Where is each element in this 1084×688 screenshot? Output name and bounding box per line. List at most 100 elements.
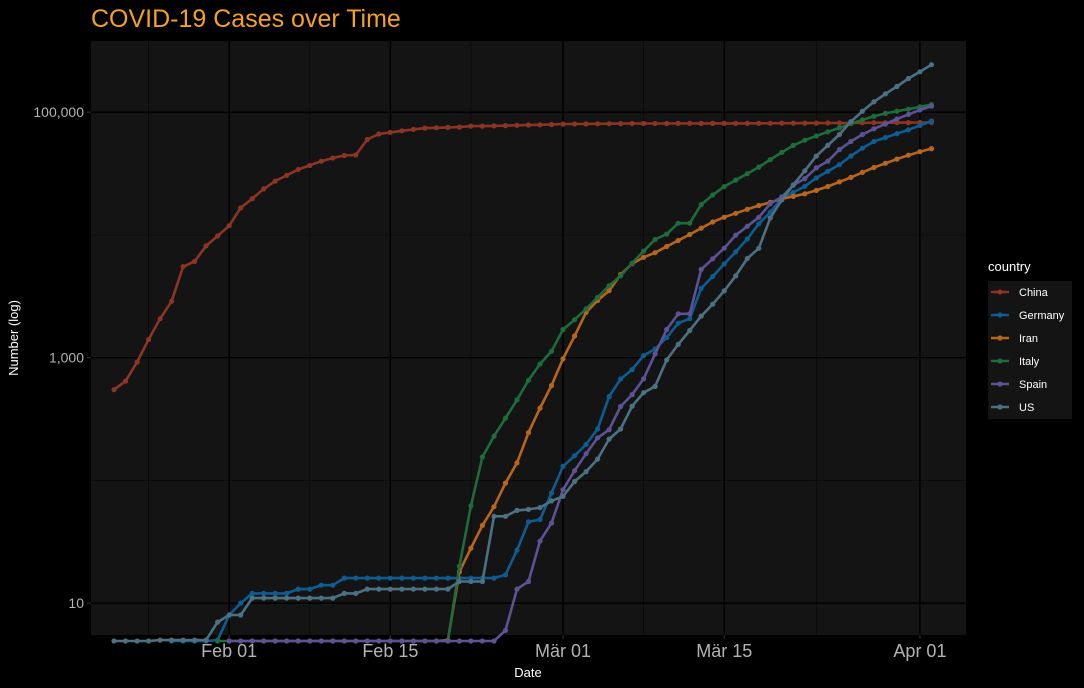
data-point-china bbox=[514, 122, 520, 128]
plot-panel bbox=[91, 41, 966, 635]
data-point-germany bbox=[422, 575, 428, 581]
data-point-spain bbox=[525, 578, 532, 585]
data-point-italy bbox=[767, 157, 773, 163]
data-point-china bbox=[180, 264, 186, 270]
data-point-germany bbox=[376, 575, 382, 581]
data-point-us bbox=[733, 273, 739, 279]
data-point-germany bbox=[445, 575, 451, 581]
data-point-us bbox=[836, 131, 843, 138]
data-point-spain bbox=[813, 165, 819, 171]
data-point-germany bbox=[836, 162, 843, 168]
data-point-italy bbox=[790, 142, 796, 148]
data-point-spain bbox=[238, 638, 244, 644]
data-point-iran bbox=[710, 219, 716, 225]
data-point-china bbox=[698, 120, 704, 126]
data-point-china bbox=[479, 123, 485, 129]
data-point-germany bbox=[502, 572, 509, 578]
legend-label: Germany bbox=[1019, 310, 1065, 322]
data-point-china bbox=[802, 120, 808, 126]
data-point-germany bbox=[514, 547, 520, 553]
data-point-spain bbox=[249, 638, 255, 644]
data-point-germany bbox=[641, 353, 647, 359]
data-point-italy bbox=[664, 231, 670, 237]
data-point-germany bbox=[848, 153, 854, 159]
data-point-spain bbox=[353, 638, 359, 644]
data-point-italy bbox=[479, 454, 485, 460]
data-point-spain bbox=[802, 176, 808, 182]
data-point-china bbox=[272, 178, 278, 184]
data-point-germany bbox=[664, 335, 670, 341]
data-point-china bbox=[203, 243, 209, 249]
tick-layer: Feb 01 Feb 15 Mär 01 Mär 15 Apr 01 10 1,000 100… bbox=[33, 104, 946, 661]
data-point-italy bbox=[779, 149, 785, 155]
data-point-iran bbox=[813, 187, 819, 193]
data-point-us bbox=[122, 638, 129, 644]
data-point-china bbox=[675, 120, 681, 126]
data-point-china bbox=[836, 120, 843, 126]
data-point-spain bbox=[572, 468, 578, 474]
data-point-italy bbox=[744, 171, 750, 177]
legend-item-us: US bbox=[989, 397, 1034, 417]
data-point-germany bbox=[894, 131, 900, 137]
data-point-germany bbox=[387, 575, 393, 581]
data-point-china bbox=[744, 120, 750, 126]
data-point-iran bbox=[790, 193, 796, 199]
data-point-spain bbox=[756, 214, 762, 220]
data-point-germany bbox=[491, 575, 497, 581]
data-point-spain bbox=[606, 427, 612, 433]
data-point-us bbox=[456, 578, 462, 585]
data-point-us bbox=[882, 91, 889, 97]
data-point-us bbox=[203, 637, 209, 643]
data-point-us bbox=[767, 215, 773, 221]
data-point-italy bbox=[215, 638, 221, 644]
legend-key-point bbox=[997, 335, 1003, 341]
data-point-us bbox=[433, 586, 439, 592]
data-point-spain bbox=[387, 638, 393, 644]
data-point-spain bbox=[330, 638, 336, 644]
data-point-iran bbox=[882, 160, 889, 166]
data-point-china bbox=[525, 122, 532, 128]
data-point-us bbox=[192, 637, 198, 643]
data-point-china bbox=[341, 152, 347, 159]
data-point-us bbox=[905, 75, 912, 82]
data-point-us bbox=[652, 383, 658, 389]
data-point-italy bbox=[583, 306, 589, 312]
data-point-spain bbox=[928, 103, 935, 109]
data-point-china bbox=[871, 120, 877, 126]
data-point-italy bbox=[514, 397, 520, 403]
data-point-china bbox=[779, 120, 785, 126]
data-point-spain bbox=[445, 638, 451, 644]
data-point-us bbox=[180, 637, 186, 643]
data-point-us bbox=[618, 426, 624, 432]
data-point-spain bbox=[698, 266, 704, 272]
data-point-germany bbox=[744, 236, 750, 242]
data-point-italy bbox=[905, 106, 912, 112]
data-point-spain bbox=[537, 538, 543, 544]
x-tick-label: Mär 15 bbox=[696, 641, 752, 661]
data-point-us bbox=[790, 182, 796, 188]
data-point-italy bbox=[698, 202, 704, 208]
data-point-us bbox=[422, 586, 428, 592]
data-point-china bbox=[456, 124, 462, 130]
data-point-germany bbox=[825, 168, 831, 174]
data-point-germany bbox=[698, 285, 704, 291]
data-point-germany bbox=[353, 575, 359, 581]
data-point-italy bbox=[675, 220, 681, 226]
legend-title: country bbox=[988, 259, 1031, 274]
data-point-spain bbox=[479, 638, 485, 644]
data-point-china bbox=[433, 125, 439, 131]
data-point-iran bbox=[641, 254, 647, 260]
data-point-us bbox=[502, 513, 509, 519]
data-point-china bbox=[238, 205, 244, 211]
data-point-china bbox=[330, 155, 336, 161]
data-point-italy bbox=[710, 192, 716, 198]
data-point-spain bbox=[560, 487, 566, 493]
data-point-china bbox=[146, 336, 152, 343]
data-point-spain bbox=[595, 435, 601, 441]
data-point-us bbox=[491, 513, 497, 519]
data-point-germany bbox=[548, 490, 555, 496]
data-point-iran bbox=[905, 152, 912, 158]
data-point-spain bbox=[307, 638, 313, 644]
data-point-italy bbox=[502, 415, 509, 421]
data-point-iran bbox=[525, 430, 532, 436]
